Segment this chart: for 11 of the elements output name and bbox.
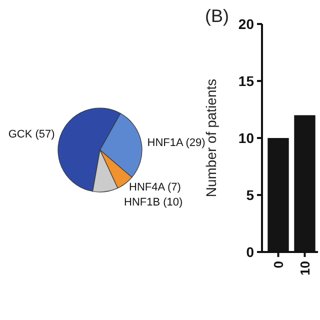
y-tick-label: 5 bbox=[246, 186, 254, 203]
y-tick-label: 20 bbox=[238, 16, 254, 32]
slice-label: HNF1B (10) bbox=[124, 196, 183, 208]
slice-label: HNF4A (7) bbox=[129, 182, 181, 194]
slice-label: GCK (57) bbox=[8, 128, 55, 141]
y-tick-label: 15 bbox=[238, 72, 254, 89]
y-axis-title: Number of patients bbox=[203, 78, 219, 198]
slice-label: HNF1A (29) bbox=[147, 136, 206, 149]
y-tick-label: 10 bbox=[238, 130, 254, 146]
y-tick-label: 0 bbox=[246, 244, 254, 260]
chart-title: (B) bbox=[205, 6, 229, 26]
